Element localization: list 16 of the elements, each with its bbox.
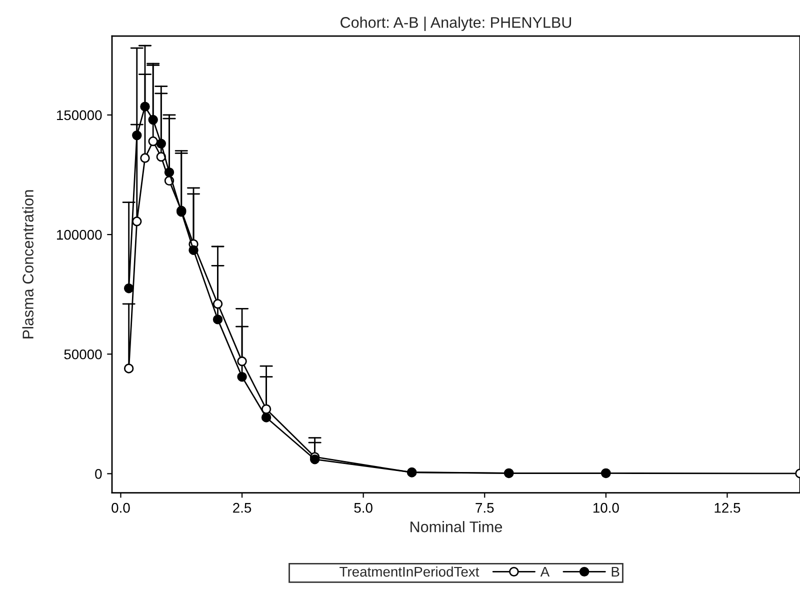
legend-label: B	[612, 567, 620, 577]
y-axis-title: Plasma Concentration	[22, 190, 34, 338]
chart-title: Cohort: A-B | Analyte: PHENYLBU	[340, 16, 572, 31]
x-tick-label: 2.5	[233, 502, 252, 513]
y-tick-label: 100000	[56, 230, 102, 240]
x-tick-label: 0.0	[112, 502, 130, 513]
x-tick-label: 7.5	[476, 503, 494, 513]
y-tick-label: 0	[95, 469, 102, 479]
y-tick-label: 50000	[64, 349, 102, 360]
x-tick-label: 5.0	[354, 502, 372, 513]
x-axis-title: Nominal Time	[410, 521, 502, 532]
y-tick-label: 150000	[56, 110, 102, 120]
legend-label: A	[540, 567, 550, 577]
x-tick-label: 10.0	[593, 502, 619, 513]
x-tick-label: 12.5	[714, 502, 740, 513]
legend-title: TreatmentInPeriodText	[340, 566, 480, 577]
